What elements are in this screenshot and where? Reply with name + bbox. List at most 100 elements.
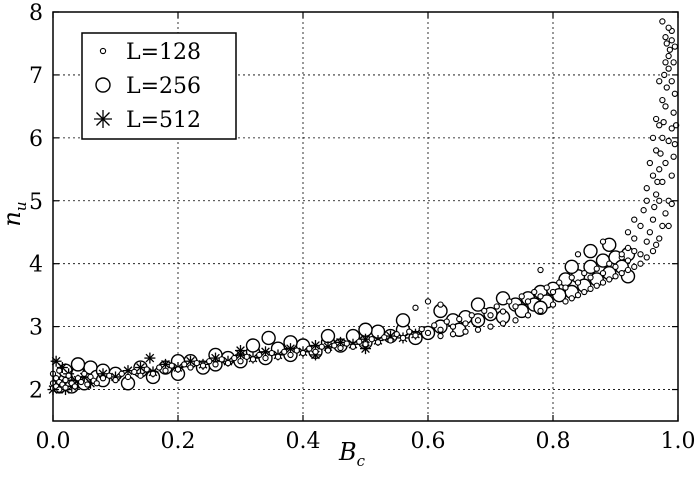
- data-point-small-circle: [156, 364, 163, 371]
- data-point-small-circle: [593, 265, 600, 272]
- data-point-small-circle: [268, 349, 275, 357]
- legend-entry-l128: L=128: [126, 40, 201, 65]
- data-point-small-circle: [406, 328, 413, 335]
- data-point-small-circle: [651, 203, 658, 211]
- data-point-small-circle: [562, 298, 569, 305]
- data-point-small-circle: [374, 339, 382, 346]
- data-points: [47, 18, 680, 396]
- data-point-small-circle: [306, 345, 313, 352]
- y-tick-label: 8: [29, 1, 43, 26]
- data-point-small-circle: [670, 109, 677, 116]
- data-point-small-circle: [671, 90, 679, 97]
- y-tick-label: 5: [29, 190, 43, 215]
- data-point-small-circle: [581, 288, 588, 296]
- data-point-small-circle: [652, 147, 660, 154]
- data-point-small-circle: [662, 210, 669, 217]
- data-point-large-circle: [470, 297, 486, 312]
- data-point-large-circle: [245, 338, 261, 353]
- data-point-small-circle: [656, 78, 663, 85]
- data-point-small-circle: [168, 362, 175, 369]
- y-tick-label: 7: [29, 64, 43, 89]
- data-point-small-circle: [84, 381, 91, 388]
- data-point-small-circle: [659, 178, 666, 186]
- data-point-asterisk: [144, 352, 156, 364]
- data-point-small-circle: [474, 317, 482, 324]
- data-point-small-circle: [124, 373, 132, 381]
- data-point-small-circle: [618, 251, 625, 258]
- data-point-small-circle: [187, 364, 194, 371]
- data-point-small-circle: [665, 24, 672, 31]
- data-point-small-circle: [659, 222, 666, 230]
- data-point-small-circle: [671, 140, 679, 148]
- data-point-small-circle: [652, 115, 660, 123]
- data-point-small-circle: [324, 347, 332, 354]
- data-point-small-circle: [637, 222, 644, 230]
- data-point-small-circle: [487, 323, 494, 330]
- data-point-small-circle: [649, 172, 657, 179]
- data-point-small-circle: [506, 298, 513, 305]
- data-point-small-circle: [562, 284, 569, 291]
- data-point-small-circle: [468, 312, 475, 319]
- data-point-small-circle: [631, 216, 638, 223]
- data-point-small-circle: [193, 359, 200, 367]
- data-point-small-circle: [412, 304, 419, 311]
- data-point-small-circle: [531, 288, 538, 296]
- data-point-large-circle: [261, 330, 276, 346]
- plot-frame: [52, 11, 679, 422]
- data-point-small-circle: [624, 257, 632, 264]
- data-point-small-circle: [652, 191, 660, 198]
- data-point-small-circle: [77, 378, 85, 386]
- data-point-small-circle: [631, 263, 638, 270]
- data-point-small-circle: [299, 349, 307, 357]
- x-tick-label: 0.6: [411, 429, 446, 454]
- data-point-small-circle: [612, 273, 619, 280]
- tick-marks: [52, 11, 679, 421]
- data-point-small-circle: [543, 284, 550, 291]
- data-point-small-circle: [449, 331, 457, 338]
- data-point-asterisk: [56, 362, 68, 374]
- data-point-small-circle: [668, 172, 675, 179]
- legend: L=128 L=256 L=512: [81, 32, 237, 140]
- data-point-small-circle: [624, 266, 632, 274]
- data-point-small-circle: [618, 269, 625, 277]
- data-point-small-circle: [659, 96, 666, 104]
- x-axis-label: Bc: [338, 438, 366, 470]
- data-point-small-circle: [656, 235, 663, 242]
- data-point-small-circle: [556, 279, 563, 286]
- data-point-small-circle: [537, 307, 544, 315]
- data-point-large-circle: [583, 243, 598, 259]
- data-point-small-circle: [537, 266, 544, 274]
- data-point-asterisk: [235, 345, 246, 357]
- data-point-small-circle: [243, 353, 250, 360]
- data-point-small-circle: [368, 336, 375, 343]
- data-point-small-circle: [581, 269, 588, 277]
- x-tick-label: 0.8: [536, 429, 571, 454]
- data-point-small-circle: [493, 303, 500, 310]
- data-point-small-circle: [431, 322, 438, 329]
- data-point-small-circle: [646, 229, 654, 236]
- data-point-small-circle: [643, 238, 650, 245]
- data-point-small-circle: [631, 235, 638, 242]
- data-point-small-circle: [612, 263, 619, 270]
- data-point-small-circle: [665, 52, 672, 60]
- data-point-small-circle: [593, 282, 600, 289]
- data-point-asterisk: [135, 362, 146, 374]
- data-point-small-circle: [274, 353, 282, 360]
- data-point-small-circle: [649, 134, 657, 141]
- data-point-small-circle: [643, 185, 650, 192]
- data-point-small-circle: [662, 34, 669, 41]
- data-point-small-circle: [643, 254, 650, 261]
- legend-entry-l512: L=512: [126, 108, 201, 133]
- data-point-small-circle: [162, 367, 169, 374]
- data-point-small-circle: [456, 315, 463, 323]
- data-point-small-circle: [549, 301, 557, 308]
- data-point-small-circle: [649, 216, 657, 223]
- y-tick-label: 6: [29, 127, 43, 152]
- data-point-small-circle: [624, 229, 632, 236]
- data-point-small-circle: [387, 337, 394, 344]
- data-point-small-circle: [574, 279, 582, 286]
- data-point-small-circle: [662, 103, 669, 110]
- data-point-small-circle: [149, 370, 157, 377]
- data-point-small-circle: [663, 40, 670, 47]
- data-point-small-circle: [637, 260, 644, 267]
